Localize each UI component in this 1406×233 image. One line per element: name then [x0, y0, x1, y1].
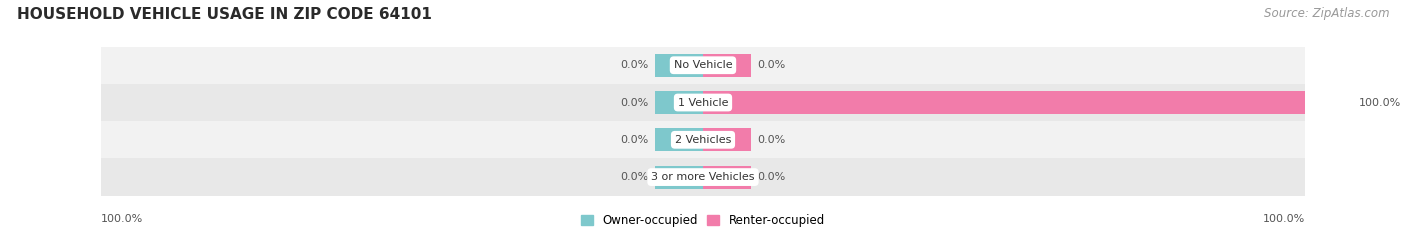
- Text: 0.0%: 0.0%: [620, 172, 648, 182]
- Bar: [703, 165, 751, 189]
- Text: 0.0%: 0.0%: [758, 172, 786, 182]
- Text: 0.0%: 0.0%: [620, 60, 648, 70]
- Bar: [703, 91, 1353, 114]
- Text: HOUSEHOLD VEHICLE USAGE IN ZIP CODE 64101: HOUSEHOLD VEHICLE USAGE IN ZIP CODE 6410…: [17, 7, 432, 22]
- Bar: [655, 128, 703, 151]
- Text: 0.0%: 0.0%: [620, 135, 648, 145]
- Text: 0.0%: 0.0%: [620, 98, 648, 107]
- Legend: Owner-occupied, Renter-occupied: Owner-occupied, Renter-occupied: [581, 214, 825, 227]
- Text: 0.0%: 0.0%: [758, 135, 786, 145]
- Bar: [703, 128, 751, 151]
- Bar: [101, 158, 1305, 196]
- Text: 1 Vehicle: 1 Vehicle: [678, 98, 728, 107]
- Bar: [101, 121, 1305, 158]
- Bar: [655, 91, 703, 114]
- Bar: [703, 54, 751, 77]
- Bar: [655, 165, 703, 189]
- Bar: [655, 54, 703, 77]
- Text: No Vehicle: No Vehicle: [673, 60, 733, 70]
- Text: 3 or more Vehicles: 3 or more Vehicles: [651, 172, 755, 182]
- Bar: [101, 84, 1305, 121]
- Text: 100.0%: 100.0%: [101, 214, 143, 224]
- Text: 2 Vehicles: 2 Vehicles: [675, 135, 731, 145]
- Text: Source: ZipAtlas.com: Source: ZipAtlas.com: [1264, 7, 1389, 20]
- Text: 100.0%: 100.0%: [1360, 98, 1402, 107]
- Text: 0.0%: 0.0%: [758, 60, 786, 70]
- Bar: [101, 47, 1305, 84]
- Text: 100.0%: 100.0%: [1263, 214, 1305, 224]
